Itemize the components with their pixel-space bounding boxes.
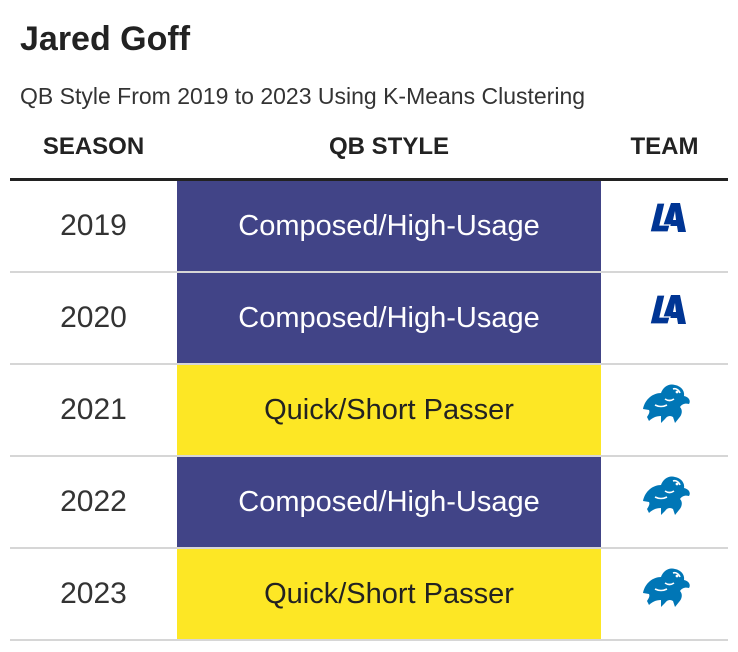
team-cell [601,181,728,271]
column-header-team: TEAM [630,133,699,160]
row-divider [10,639,728,641]
column-header-qb-style: QB STYLE [328,133,449,160]
rams-logo-icon [648,291,686,327]
qb-style-cell: Composed/High-Usage [177,181,601,271]
lions-logo-icon [642,384,690,423]
season-cell: 2023 [60,577,127,610]
table-header: SEASON QB STYLE TEAM [10,133,728,167]
header-divider [10,178,728,181]
team-cell [601,273,728,363]
row-divider [10,455,728,457]
season-cell: 2022 [60,485,127,518]
row-divider [10,271,728,273]
table-row: 2022 Composed/High-Usage [10,457,728,549]
qb-style-cell: Quick/Short Passer [177,365,601,455]
season-cell: 2020 [60,301,127,334]
table-row: 2020 Composed/High-Usage [10,273,728,365]
chart-title: Jared Goff [20,20,191,58]
lions-logo-icon [642,568,690,607]
row-divider [10,547,728,549]
qb-style-cell: Composed/High-Usage [177,457,601,547]
lions-logo-icon [642,476,690,515]
team-cell [601,457,728,547]
qb-style-cell: Quick/Short Passer [177,549,601,639]
rams-logo-icon [648,199,686,235]
row-divider [10,363,728,365]
qb-style-cell: Composed/High-Usage [177,273,601,363]
season-cell: 2019 [60,209,127,242]
season-cell: 2021 [60,393,127,426]
table-row: 2021 Quick/Short Passer [10,365,728,457]
column-header-season: SEASON [42,133,145,160]
table-row: 2019 Composed/High-Usage [10,181,728,273]
chart-subtitle: QB Style From 2019 to 2023 Using K-Means… [20,83,586,109]
team-cell [601,365,728,455]
table-row: 2023 Quick/Short Passer [10,549,728,641]
team-cell [601,549,728,639]
